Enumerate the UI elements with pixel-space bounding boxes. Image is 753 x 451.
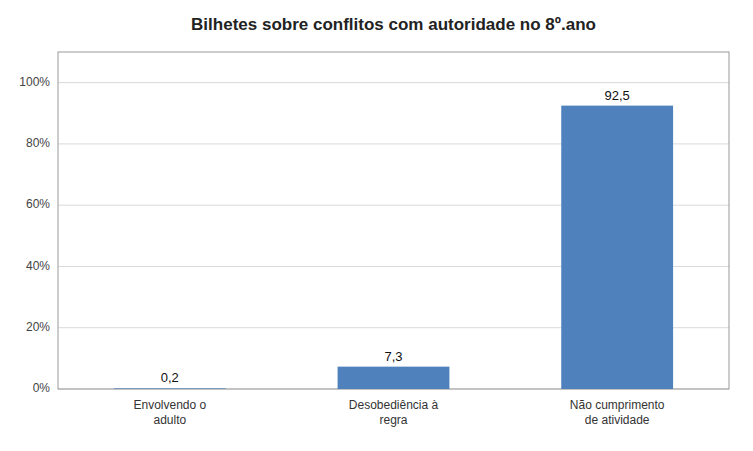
data-label: 7,3 <box>384 349 402 364</box>
y-tick-label: 80% <box>26 136 50 150</box>
bar <box>114 388 226 389</box>
grid-line <box>58 82 729 83</box>
title: Bilhetes sobre conflitos com autoridade … <box>191 15 596 34</box>
bars <box>114 106 673 389</box>
data-label: 0,2 <box>161 370 179 385</box>
x-tick-label: Não cumprimentode atividade <box>570 398 665 427</box>
x-tick-label: Envolvendo oadulto <box>133 398 206 427</box>
bar <box>561 106 673 389</box>
data-label: 92,5 <box>605 88 630 103</box>
y-tick-label: 100% <box>19 75 50 89</box>
y-tick-label: 20% <box>26 320 50 334</box>
y-tick-label: 40% <box>26 259 50 273</box>
chart-container: Bilhetes sobre conflitos com autoridade … <box>0 0 753 451</box>
plot-frame <box>58 52 729 389</box>
x-tick-label: Desobediência àregra <box>349 398 439 427</box>
y-tick-label: 60% <box>26 197 50 211</box>
grid <box>58 83 729 389</box>
bar <box>338 367 450 389</box>
y-tick-label: 0% <box>33 381 51 395</box>
chart: Bilhetes sobre conflitos com autoridade … <box>0 0 753 451</box>
